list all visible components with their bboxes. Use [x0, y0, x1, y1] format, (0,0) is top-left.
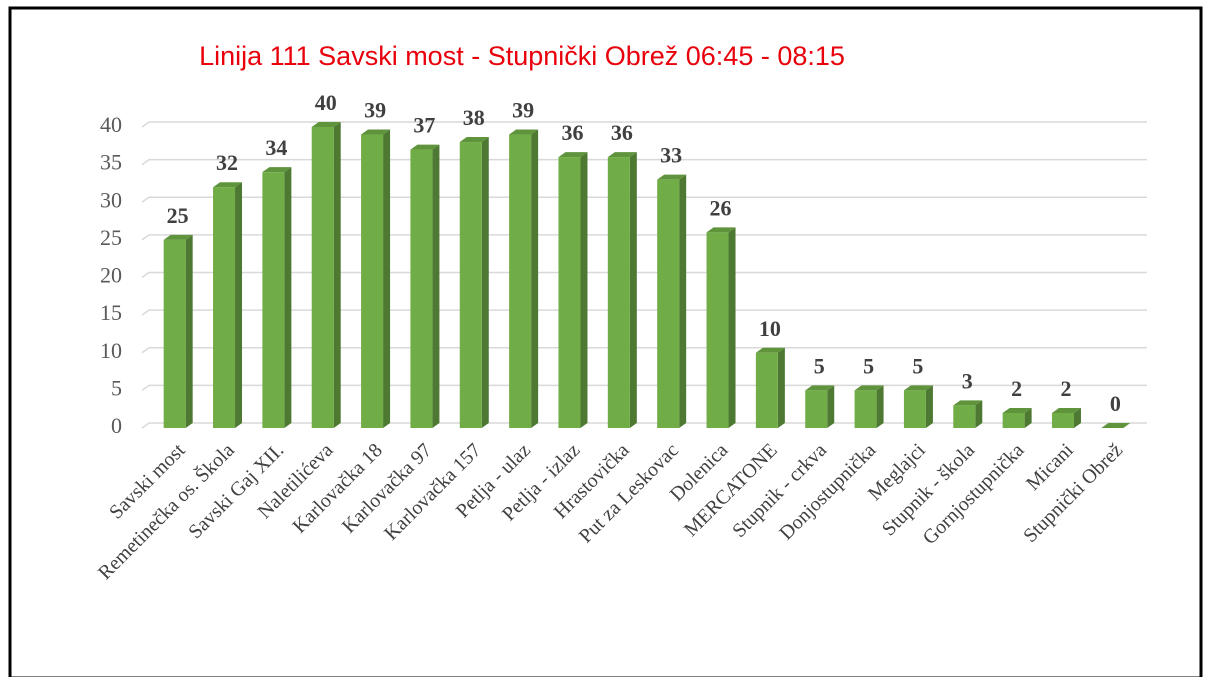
bar	[903, 390, 926, 428]
grid-line	[141, 158, 1147, 166]
grid-line	[141, 234, 1147, 241]
bar-side	[679, 174, 687, 428]
bar	[459, 142, 482, 429]
bar-top	[657, 174, 687, 180]
value-label: 0	[1110, 391, 1121, 416]
bar	[558, 157, 581, 428]
grid-line	[141, 309, 1147, 316]
y-tick-label: 30	[100, 187, 122, 212]
value-label: 2	[1060, 376, 1071, 401]
grid-line	[141, 384, 1147, 391]
y-tick-label: 20	[100, 263, 122, 288]
bar	[805, 390, 828, 428]
value-label: 5	[863, 353, 874, 378]
bar-side	[284, 167, 292, 428]
chart-title: Linija 111 Savski most - Stupnički Obrež…	[199, 41, 845, 71]
grid-line	[141, 271, 1147, 279]
bar	[755, 352, 778, 428]
bar-side	[481, 137, 489, 429]
value-label: 36	[611, 120, 633, 145]
value-label: 39	[512, 98, 534, 123]
bar	[213, 187, 236, 428]
bar-side	[876, 385, 884, 428]
bar-side	[383, 129, 391, 428]
value-label: 33	[660, 143, 682, 168]
bar	[410, 149, 433, 428]
bar-top	[1002, 407, 1032, 413]
bar-side	[975, 400, 983, 428]
bar-side	[827, 385, 835, 428]
bar-top	[805, 385, 835, 391]
bar-side	[629, 152, 637, 428]
bar	[854, 390, 877, 428]
bar-side	[728, 227, 736, 428]
bar-top	[755, 347, 785, 353]
bar	[1051, 412, 1074, 428]
y-tick-label: 40	[100, 112, 122, 137]
value-label: 38	[463, 105, 485, 130]
bar	[1002, 412, 1025, 428]
bar-top	[1051, 407, 1081, 413]
bar-top	[854, 385, 884, 391]
bar-top	[262, 167, 292, 173]
grid-line	[141, 347, 1147, 354]
chart-border	[8, 6, 1203, 677]
bar-top	[410, 144, 440, 150]
y-tick-label: 25	[100, 225, 122, 250]
bar	[163, 239, 186, 428]
bar-top	[311, 122, 341, 127]
value-label: 2	[1011, 376, 1022, 401]
value-label: 3	[962, 368, 973, 393]
value-label: 26	[710, 195, 732, 220]
bar	[607, 157, 630, 428]
bar-side	[432, 144, 440, 428]
bar-top	[163, 234, 193, 240]
y-tick-label: 10	[100, 338, 122, 363]
bar-side	[235, 182, 243, 428]
bar-top	[213, 182, 243, 188]
bar	[706, 232, 729, 428]
bar-side	[925, 385, 933, 428]
value-label: 39	[364, 98, 386, 123]
bar	[509, 134, 532, 428]
y-tick-label: 0	[111, 413, 122, 438]
bar	[953, 405, 976, 428]
bar-top	[361, 129, 391, 135]
grid-line	[141, 422, 1147, 429]
bar-top	[459, 137, 489, 143]
bar-top	[607, 152, 637, 158]
bar-top	[953, 400, 983, 406]
bar	[262, 172, 285, 428]
y-tick-label: 15	[100, 300, 122, 325]
bar-side	[531, 129, 539, 428]
value-label: 37	[413, 113, 435, 138]
bar-side	[777, 347, 785, 428]
bar-side	[185, 234, 193, 428]
y-tick-label: 5	[111, 375, 122, 400]
bar-top	[1101, 423, 1131, 428]
bar	[311, 127, 334, 428]
value-label: 5	[814, 353, 825, 378]
value-label: 5	[912, 353, 923, 378]
value-label: 10	[759, 316, 781, 341]
bar-top	[509, 129, 539, 135]
value-label: 34	[265, 135, 287, 160]
grid-line	[141, 121, 1147, 128]
bar-side	[580, 152, 588, 428]
bar	[361, 134, 384, 428]
grid-line	[141, 196, 1147, 203]
y-tick-label: 35	[100, 150, 122, 175]
bar	[657, 179, 680, 428]
bar-side	[333, 122, 341, 428]
value-label: 25	[167, 203, 189, 228]
bar-side	[1024, 407, 1032, 428]
bar-top	[903, 385, 933, 391]
bar-top	[706, 227, 736, 233]
bar-side	[1073, 407, 1081, 428]
value-label: 32	[216, 150, 238, 175]
value-label: 40	[315, 90, 337, 115]
bar-top	[558, 152, 588, 158]
value-label: 36	[561, 120, 583, 145]
